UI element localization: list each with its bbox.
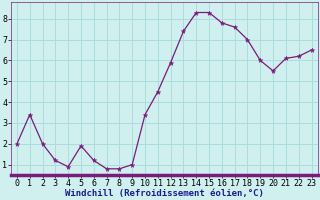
X-axis label: Windchill (Refroidissement éolien,°C): Windchill (Refroidissement éolien,°C) — [65, 189, 264, 198]
